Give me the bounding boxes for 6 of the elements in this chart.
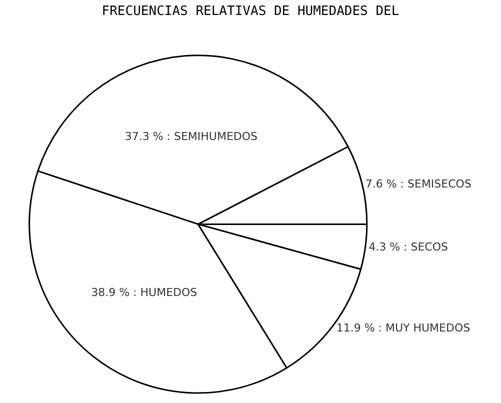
chart-title: FRECUENCIAS RELATIVAS DE HUMEDADES DEL — [102, 4, 400, 20]
slice-label: 4.3 % : SECOS — [368, 240, 448, 254]
slice-label: 38.9 % : HUMEDOS — [91, 286, 198, 299]
slice-label: 37.3 % : SEMIHUMEDOS — [124, 130, 258, 144]
slice-label: 11.9 % : MUY HUMEDOS — [336, 321, 470, 334]
slice-label: 7.6 % : SEMISECOS — [365, 177, 472, 190]
